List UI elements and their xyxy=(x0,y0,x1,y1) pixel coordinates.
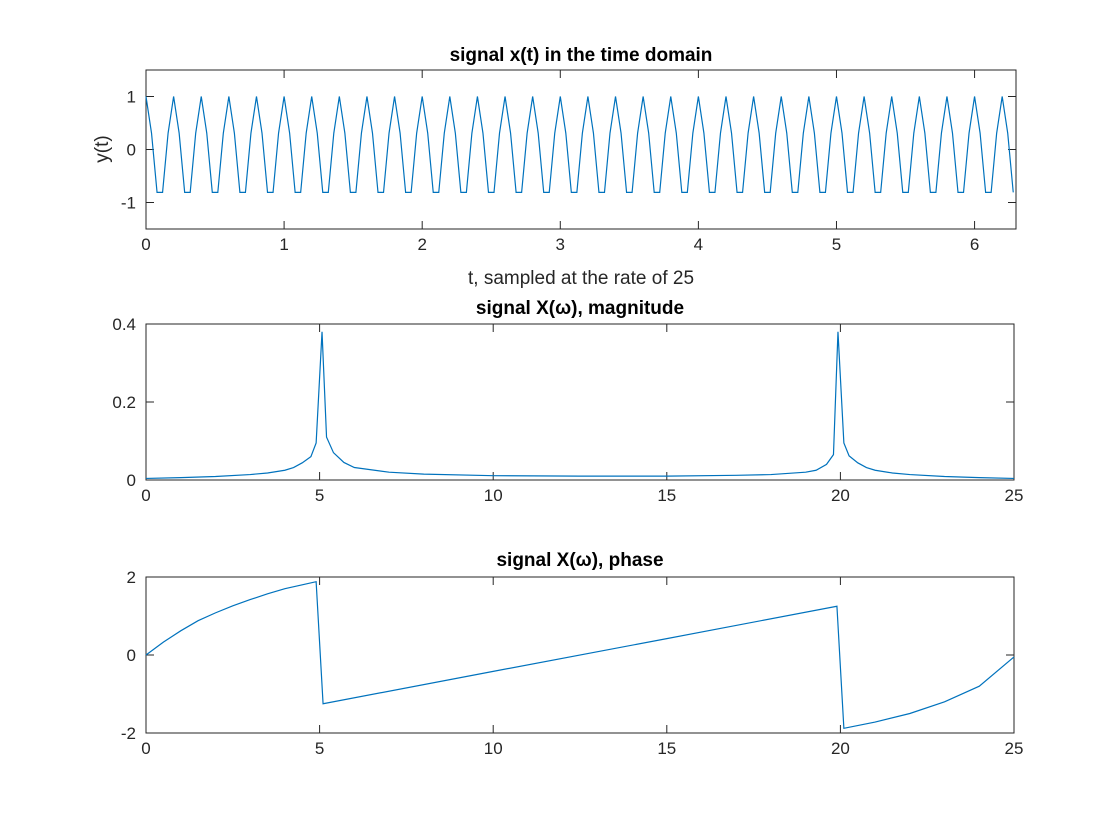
x-tick-label: 5 xyxy=(315,739,324,758)
x-tick-label: 15 xyxy=(657,486,676,505)
x-tick-label: 3 xyxy=(556,235,565,254)
y-tick-label: 2 xyxy=(127,568,136,587)
series-line xyxy=(145,331,1015,480)
x-tick-label: 0 xyxy=(141,486,150,505)
x-tick-label: 20 xyxy=(831,739,850,758)
subplot-time-domain: 0 1 2 3 4 5 6 -1 0 1 signal x(t) in the time dom… xyxy=(92,45,1017,289)
y-tick-label: -1 xyxy=(121,194,136,213)
x-tick-label: 5 xyxy=(315,486,324,505)
series-line xyxy=(145,580,1015,730)
x-tick-label: 10 xyxy=(484,486,503,505)
x-ticks: 0 1 2 3 4 5 6 xyxy=(141,70,979,254)
x-tick-label: 25 xyxy=(1005,486,1024,505)
x-tick-label: 2 xyxy=(417,235,426,254)
plot-area xyxy=(145,323,1015,481)
y-tick-label: -2 xyxy=(121,724,136,743)
x-tick-label: 1 xyxy=(279,235,288,254)
series-line xyxy=(145,96,1014,193)
x-ticks: 0 5 10 15 20 25 xyxy=(141,577,1023,758)
x-tick-label: 5 xyxy=(832,235,841,254)
y-tick-label: 0 xyxy=(127,646,136,665)
y-ticks: 0 0.2 0.4 xyxy=(112,315,1014,490)
x-axis-label: t, sampled at the rate of 25 xyxy=(468,268,694,289)
chart-title: signal X(ω), phase xyxy=(496,550,663,571)
x-tick-label: 6 xyxy=(970,235,979,254)
x-tick-label: 25 xyxy=(1005,739,1024,758)
y-tick-label: 0.2 xyxy=(112,393,136,412)
y-ticks: -1 0 1 xyxy=(121,88,1016,213)
x-tick-label: 10 xyxy=(484,739,503,758)
y-axis-label: y(t) xyxy=(92,135,113,162)
subplot-phase: 0 5 10 15 20 25 -2 0 2 signal X(ω), phase xyxy=(121,550,1024,758)
chart-title: signal x(t) in the time domain xyxy=(450,45,713,66)
x-tick-label: 0 xyxy=(141,739,150,758)
y-ticks: -2 0 2 xyxy=(121,568,1014,743)
y-tick-label: 0 xyxy=(127,141,136,160)
y-tick-label: 1 xyxy=(127,88,136,107)
x-tick-label: 15 xyxy=(657,739,676,758)
x-tick-label: 20 xyxy=(831,486,850,505)
x-tick-label: 0 xyxy=(141,235,150,254)
chart-title: signal X(ω), magnitude xyxy=(476,298,684,319)
subplot-magnitude: 0 5 10 15 20 25 0 0.2 0.4 signal X(ω), magnitud… xyxy=(112,298,1023,505)
y-tick-label: 0.4 xyxy=(112,315,136,334)
x-tick-label: 4 xyxy=(694,235,703,254)
y-tick-label: 0 xyxy=(127,471,136,490)
